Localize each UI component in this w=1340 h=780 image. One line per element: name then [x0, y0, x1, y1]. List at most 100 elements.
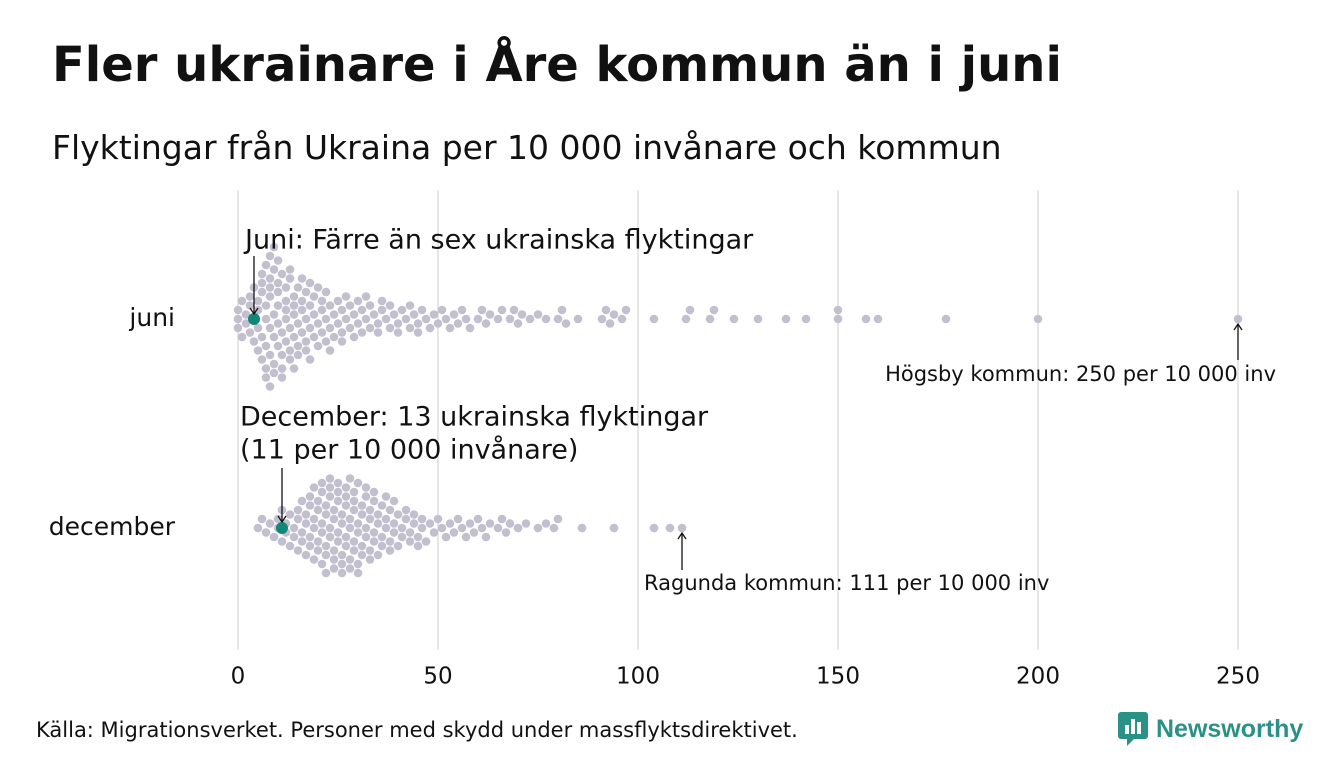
data-point — [285, 355, 295, 364]
data-point — [281, 305, 291, 315]
data-point — [521, 519, 531, 528]
data-point — [397, 523, 407, 533]
data-point — [329, 514, 339, 524]
data-point — [345, 523, 355, 533]
data-point — [329, 332, 339, 342]
data-point — [481, 319, 491, 328]
annotation-label: Ragunda kommun: 111 per 10 000 inv — [644, 571, 1049, 595]
data-point — [357, 501, 367, 510]
data-point — [477, 305, 487, 315]
data-point — [265, 350, 275, 360]
data-point — [241, 319, 251, 328]
data-point — [301, 510, 311, 519]
x-tick-label: 200 — [1016, 664, 1060, 690]
data-point — [833, 305, 843, 315]
data-point — [289, 364, 299, 373]
data-point — [365, 514, 375, 524]
data-point — [361, 292, 371, 301]
data-point — [509, 305, 519, 315]
data-point — [369, 310, 379, 319]
data-point — [321, 550, 331, 560]
data-point — [481, 532, 491, 542]
data-point — [269, 532, 279, 542]
data-point — [349, 537, 359, 546]
data-point — [417, 514, 427, 524]
data-point — [257, 269, 267, 279]
data-point — [465, 323, 475, 333]
data-point — [277, 373, 287, 382]
data-point — [309, 555, 319, 564]
data-point — [425, 323, 435, 333]
data-point — [449, 310, 459, 319]
data-point — [261, 528, 271, 537]
data-point — [285, 346, 295, 355]
data-point — [665, 523, 675, 533]
annotation-label: (11 per 10 000 invånare) — [240, 435, 578, 466]
data-point — [253, 346, 263, 355]
data-point — [269, 359, 279, 369]
data-point — [285, 274, 295, 283]
data-point — [353, 296, 363, 306]
data-point — [373, 319, 383, 328]
data-point — [333, 537, 343, 546]
data-point — [393, 328, 403, 337]
data-point — [369, 496, 379, 506]
data-point — [577, 523, 587, 533]
data-point — [473, 314, 483, 324]
data-point — [297, 296, 307, 306]
data-point — [493, 314, 503, 324]
data-point — [305, 532, 315, 542]
brand-name: Newsworthy — [1156, 714, 1304, 743]
data-point — [609, 523, 619, 533]
data-point — [309, 332, 319, 342]
x-tick-label: 250 — [1216, 664, 1260, 690]
data-point — [345, 564, 355, 573]
data-point — [469, 528, 479, 537]
data-point — [269, 368, 279, 378]
data-point — [321, 337, 331, 346]
data-point — [377, 305, 387, 315]
data-point — [477, 523, 487, 533]
data-point — [233, 305, 243, 315]
data-point — [321, 287, 331, 297]
data-point — [417, 523, 427, 533]
data-point — [405, 537, 415, 546]
data-point — [325, 483, 335, 492]
data-point — [461, 532, 471, 542]
data-point — [321, 501, 331, 510]
data-point — [621, 305, 631, 315]
data-point — [265, 292, 275, 301]
data-point — [381, 523, 391, 533]
data-point — [341, 483, 351, 492]
data-point — [485, 310, 495, 319]
data-point — [309, 292, 319, 301]
data-point — [289, 332, 299, 342]
data-point — [317, 487, 327, 497]
data-point — [533, 310, 543, 319]
data-point — [485, 519, 495, 528]
data-point — [257, 332, 267, 342]
chart-title: Fler ukrainare i Åre kommun än i juni — [52, 37, 1062, 93]
data-point — [297, 528, 307, 537]
data-point — [357, 328, 367, 337]
data-point — [453, 514, 463, 524]
data-point — [353, 528, 363, 537]
data-point — [393, 541, 403, 551]
data-point — [297, 537, 307, 546]
data-point — [365, 323, 375, 333]
data-point — [685, 305, 695, 315]
data-point — [429, 528, 439, 537]
data-point — [297, 496, 307, 506]
data-point — [405, 528, 415, 537]
data-point — [457, 305, 467, 315]
data-point — [417, 305, 427, 315]
data-point — [265, 323, 275, 333]
data-point — [325, 523, 335, 533]
data-point — [361, 532, 371, 542]
data-point — [337, 337, 347, 346]
data-point — [401, 514, 411, 524]
data-point — [317, 559, 327, 569]
data-point — [649, 523, 659, 533]
data-point — [457, 523, 467, 533]
data-point — [325, 323, 335, 333]
